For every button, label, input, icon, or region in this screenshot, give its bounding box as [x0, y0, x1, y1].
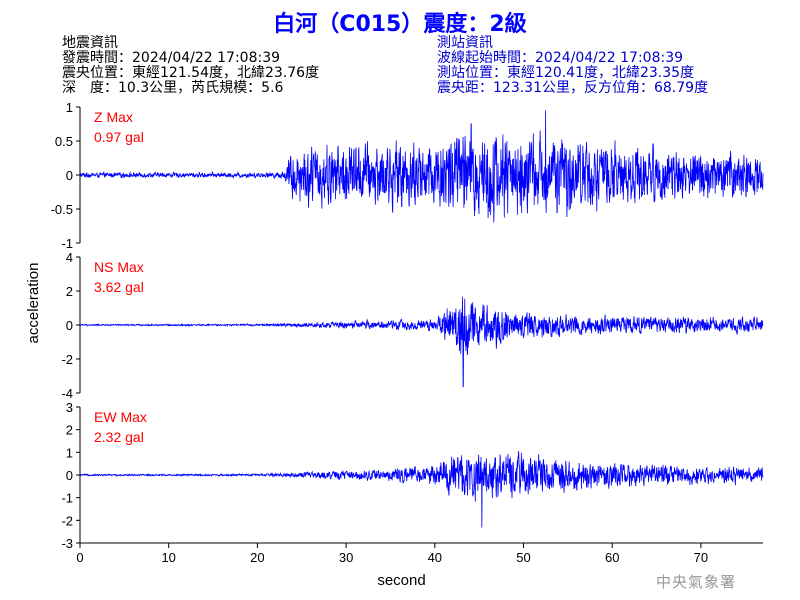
y-tick-label: 2 — [66, 284, 73, 299]
y-tick-label: 3 — [66, 400, 73, 415]
max-label-z: Z Max — [94, 109, 133, 125]
x-axis-label: second — [377, 572, 425, 589]
y-tick-label: 0 — [66, 318, 73, 333]
y-tick-label: -0.5 — [51, 202, 73, 217]
x-tick-label: 10 — [161, 550, 175, 565]
y-tick-label: 0 — [66, 168, 73, 183]
wave-start-time: 波線起始時間：2024/04/22 17:08:39 — [437, 50, 684, 66]
y-tick-label: 1 — [66, 100, 73, 115]
y-tick-label: -3 — [61, 536, 73, 551]
y-tick-label: -4 — [61, 386, 73, 401]
max-value-ns: 3.62 gal — [94, 279, 144, 295]
epicenter: 震央位置：東經121.54度，北緯23.76度 — [62, 65, 320, 81]
chart-title: 白河（C015）震度：2級 — [273, 12, 527, 37]
x-tick-label: 40 — [428, 550, 442, 565]
y-axis-label: acceleration — [25, 263, 42, 344]
y-tick-label: 4 — [66, 250, 73, 265]
station-info-header: 測站資訊 — [437, 35, 493, 51]
y-tick-label: -2 — [61, 352, 73, 367]
epicentral-distance: 震央距：123.31公里，反方位角：68.79度 — [437, 80, 709, 96]
y-tick-label: -1 — [61, 491, 73, 506]
depth-magnitude: 深 度：10.3公里，芮氏規模：5.6 — [62, 80, 284, 96]
origin-time: 發震時間：2024/04/22 17:08:39 — [62, 50, 281, 66]
x-tick-label: 50 — [516, 550, 530, 565]
station-location: 測站位置：東經120.41度，北緯23.35度 — [437, 65, 695, 81]
agency-name: 中央氣象署 — [656, 573, 737, 591]
max-value-ew: 2.32 gal — [94, 429, 144, 445]
quake-info-block: 地震資訊 發震時間：2024/04/22 17:08:39 震央位置：東經121… — [62, 36, 319, 96]
y-tick-label: 0.5 — [55, 134, 73, 149]
max-label-ns: NS Max — [94, 259, 144, 275]
x-tick-label: 20 — [250, 550, 264, 565]
trace-ew — [79, 451, 764, 528]
y-tick-label: 1 — [66, 445, 73, 460]
y-tick-label: 0 — [66, 468, 73, 483]
y-tick-label: -1 — [61, 236, 73, 251]
quake-info-header: 地震資訊 — [62, 35, 118, 51]
x-tick-label: 0 — [76, 550, 83, 565]
trace-ns — [79, 296, 764, 387]
max-label-ew: EW Max — [94, 409, 147, 425]
station-info-block: 測站資訊 波線起始時間：2024/04/22 17:08:39 測站位置：東經1… — [437, 36, 708, 96]
max-value-z: 0.97 gal — [94, 129, 144, 145]
x-tick-label: 30 — [339, 550, 353, 565]
y-tick-label: 2 — [66, 423, 73, 438]
y-tick-label: -2 — [61, 513, 73, 528]
trace-z — [79, 110, 764, 223]
x-tick-label: 60 — [605, 550, 619, 565]
x-tick-label: 70 — [694, 550, 708, 565]
